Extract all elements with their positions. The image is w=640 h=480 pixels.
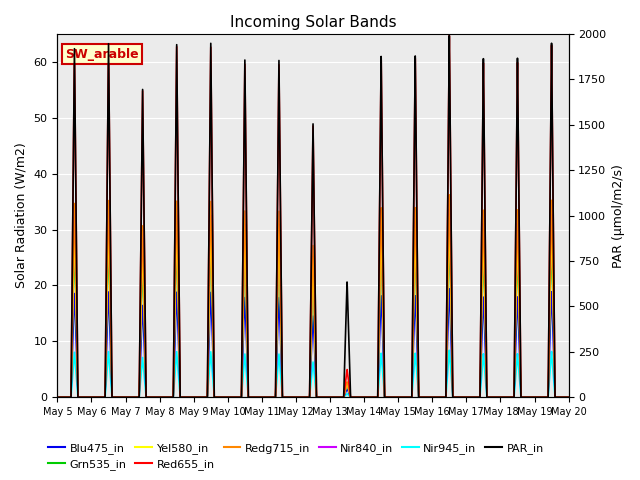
Title: Incoming Solar Bands: Incoming Solar Bands xyxy=(230,15,396,30)
Text: SW_arable: SW_arable xyxy=(65,48,139,60)
Y-axis label: PAR (μmol/m2/s): PAR (μmol/m2/s) xyxy=(612,164,625,267)
Legend: Blu475_in, Grn535_in, Yel580_in, Red655_in, Redg715_in, Nir840_in, Nir945_in, PA: Blu475_in, Grn535_in, Yel580_in, Red655_… xyxy=(44,438,548,474)
Y-axis label: Solar Radiation (W/m2): Solar Radiation (W/m2) xyxy=(15,143,28,288)
